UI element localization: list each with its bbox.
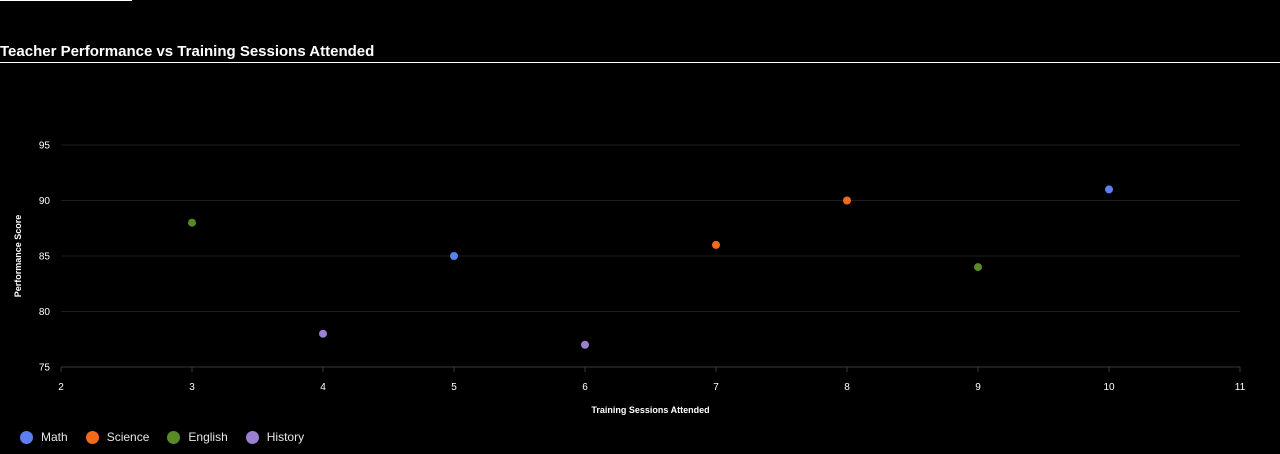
grid-lines xyxy=(61,144,1240,368)
data-point-history[interactable] xyxy=(581,340,589,349)
x-tick-label: 3 xyxy=(189,382,195,393)
y-tick-label: 75 xyxy=(39,363,51,374)
legend-swatch xyxy=(167,430,181,444)
data-points xyxy=(188,185,1113,349)
y-tick-label: 80 xyxy=(39,307,51,318)
x-axis-ticks: 2 3 4 5 6 7 8 9 10 11 xyxy=(58,367,1246,393)
legend-swatch xyxy=(245,430,259,444)
x-tick-label: 11 xyxy=(1235,382,1246,393)
y-tick-label: 90 xyxy=(39,196,51,207)
top-rule xyxy=(0,0,132,1)
x-tick-label: 4 xyxy=(320,382,326,393)
x-tick-label: 9 xyxy=(975,382,981,393)
x-tick-label: 2 xyxy=(58,382,64,393)
legend-label: Science xyxy=(106,430,150,444)
data-point-history[interactable] xyxy=(319,329,327,338)
data-point-english[interactable] xyxy=(188,218,196,227)
legend-label: Math xyxy=(41,430,68,444)
data-point-science[interactable] xyxy=(843,196,851,205)
legend-label: History xyxy=(266,430,305,444)
scatter-chart: 75 80 85 90 95 2 3 4 5 6 7 8 9 10 11 Training Session… xyxy=(13,141,1246,416)
x-tick-label: 10 xyxy=(1103,382,1115,393)
x-tick-label: 6 xyxy=(582,382,588,393)
x-axis-label: Training Sessions Attended xyxy=(591,405,709,415)
x-tick-label: 7 xyxy=(713,382,719,393)
legend-label: English xyxy=(188,430,228,444)
data-point-english[interactable] xyxy=(974,263,982,272)
legend-item-math[interactable]: Math xyxy=(20,430,68,444)
y-tick-label: 85 xyxy=(39,252,51,263)
data-point-science[interactable] xyxy=(712,240,720,249)
y-axis-label: Performance Score xyxy=(13,215,23,298)
legend-item-science[interactable]: Science xyxy=(85,430,150,444)
chart-title: Teacher Performance vs Training Sessions… xyxy=(0,43,375,60)
title-rule xyxy=(0,62,1280,63)
data-point-math[interactable] xyxy=(1105,185,1113,194)
data-point-math[interactable] xyxy=(450,252,458,260)
legend: Math Science English History xyxy=(20,430,304,444)
y-tick-label: 95 xyxy=(39,141,51,152)
legend-item-history[interactable]: History xyxy=(245,430,305,444)
legend-item-english[interactable]: English xyxy=(167,430,228,444)
legend-swatch xyxy=(20,430,33,444)
x-tick-label: 8 xyxy=(844,382,850,393)
x-tick-label: 5 xyxy=(451,382,457,393)
y-axis-ticks: 75 80 85 90 95 xyxy=(39,141,51,374)
legend-swatch xyxy=(85,430,99,444)
